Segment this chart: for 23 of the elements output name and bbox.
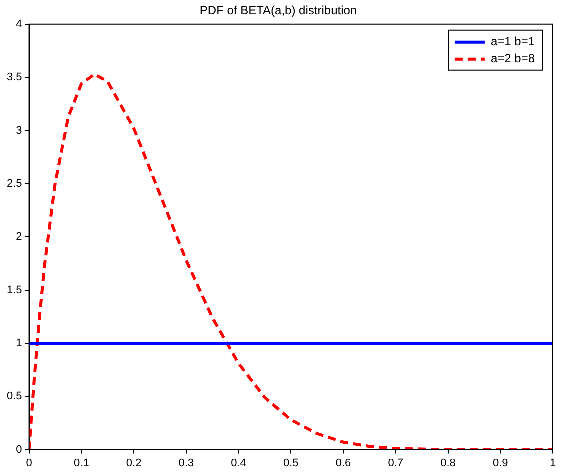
y-tick-label: 0 [16, 444, 22, 456]
x-tick-label: 1 [550, 457, 556, 470]
legend-label: a=2 b=8 [490, 52, 536, 66]
x-tick-label: 0.3 [178, 457, 194, 470]
x-tick-label: 0.2 [126, 457, 142, 470]
y-tick-label: 4 [16, 18, 22, 30]
y-tick-label: 2.5 [6, 178, 22, 190]
x-tick-label: 0.8 [440, 457, 456, 470]
x-tick-label: 0.5 [283, 457, 299, 470]
x-tick-label: 0 [26, 457, 32, 470]
y-tick-label: 1 [16, 337, 22, 350]
y-tick-label: 3 [16, 124, 22, 137]
chart-title: PDF of BETA(a,b) distribution [200, 4, 358, 18]
x-tick-label: 0.7 [388, 457, 404, 470]
x-tick-label: 0.9 [492, 457, 508, 470]
x-tick-label: 0.6 [336, 457, 352, 470]
y-tick-label: 2 [16, 231, 22, 244]
y-tick-label: 1.5 [6, 284, 22, 296]
y-tick-label: 3.5 [6, 72, 22, 84]
x-tick-label: 0.4 [231, 457, 246, 470]
y-tick-label: 0.5 [6, 390, 22, 403]
legend-label: a=1 b=1 [490, 34, 536, 49]
x-tick-label: 0.1 [74, 457, 90, 470]
